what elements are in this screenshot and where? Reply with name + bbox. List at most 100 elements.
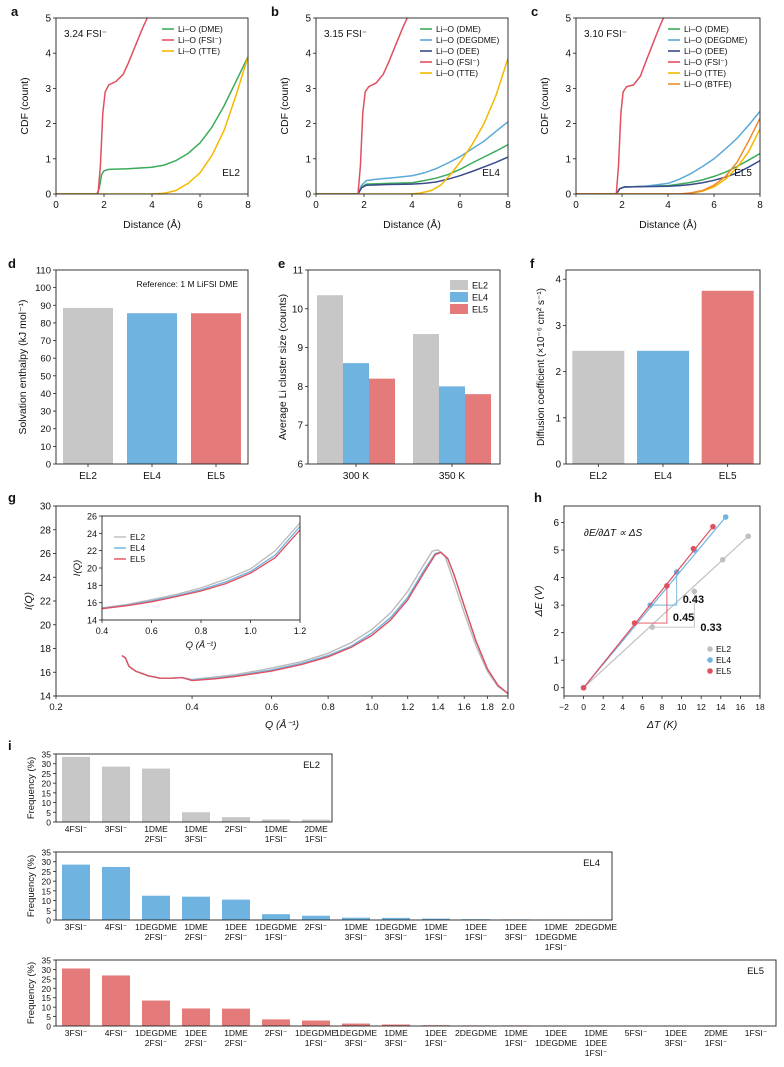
frequency-bar	[222, 817, 250, 822]
data-point-EL5	[580, 684, 587, 691]
cluster-category-label: 1DEE	[585, 1038, 608, 1048]
bar-d-ytick-label: 60	[40, 354, 51, 365]
cluster-category-label: 1FSI⁻	[425, 932, 448, 942]
data-point-EL4	[722, 514, 729, 520]
x-axis-title: ΔT (K)	[646, 719, 677, 731]
cluster-category-label: 4FSI⁻	[105, 1028, 128, 1038]
inset-ytick-label: 24	[87, 529, 97, 539]
scatter-h-xtick-label: −2	[559, 702, 569, 712]
freq-i3-ytick-label: 25	[42, 974, 52, 984]
panel-label-c: c	[531, 4, 538, 19]
frequency-bar	[182, 1008, 210, 1026]
scatter-g-ytick-label: 18	[40, 644, 52, 655]
cdf-line-b	[316, 156, 508, 194]
legend-label: Li–O (BTFE)	[684, 79, 732, 89]
slope-triangle-EL2	[652, 591, 695, 628]
legend-label: Li–O (DEGDME)	[436, 35, 499, 45]
legend-label: Li–O (FSI⁻)	[178, 35, 222, 45]
bar-f-EL2	[572, 350, 625, 464]
legend-marker	[707, 668, 713, 674]
freq-i3-ytick-label: 15	[42, 993, 52, 1003]
bar-d-ytick-label: 0	[46, 460, 51, 471]
x-axis-title: Distance (Å)	[123, 218, 181, 231]
sample-label-i2: EL4	[583, 858, 600, 869]
scatter-g-ytick-label: 16	[40, 668, 52, 679]
data-point-EL5	[710, 523, 716, 530]
cdf-b-ytick-label: 2	[305, 119, 311, 130]
cluster-category-label: 4FSI⁻	[105, 922, 128, 932]
legend-marker	[707, 657, 713, 663]
bar-e-ytick-label: 10	[292, 304, 304, 315]
scatter-h-xtick-label: 12	[696, 702, 706, 712]
plot-frame-e	[307, 269, 501, 465]
panel-label-d: d	[8, 256, 16, 271]
x-category-label: EL5	[207, 471, 225, 482]
inset-ytick-label: 16	[87, 598, 97, 608]
freq-i1-ytick-label: 30	[42, 759, 52, 769]
legend-label: Li–O (DEGDME)	[684, 35, 747, 45]
freq-i2-ytick-label: 30	[42, 857, 52, 867]
cdf-c-ytick-label: 3	[565, 84, 571, 95]
cluster-category-label: 2FSI⁻	[145, 1038, 168, 1048]
scatter-g-ytick-label: 22	[40, 597, 52, 608]
cluster-category-label: 1DME	[184, 922, 208, 932]
inset-xtick-label: 0.6	[145, 626, 158, 636]
scatter-h-xtick-label: 0	[581, 702, 586, 712]
panel-label-g: g	[8, 490, 16, 505]
plot-frame-i2	[55, 851, 613, 921]
x-axis-title: Q (Å⁻¹)	[265, 718, 299, 731]
annotation-c: 3.10 FSI⁻	[584, 29, 627, 40]
cluster-category-label: 1DME	[344, 922, 368, 932]
cluster-category-label: 1FSI⁻	[465, 932, 488, 942]
x-category-label: EL2	[79, 471, 97, 482]
scatter-h-xtick-label: 8	[660, 702, 665, 712]
legend-marker	[707, 646, 713, 652]
x-category-label: EL4	[654, 471, 672, 482]
cluster-category-label: 1DEGDME	[335, 1028, 377, 1038]
cluster-category-label: 1DME	[384, 1028, 408, 1038]
x-tick-label: 1.0	[365, 702, 378, 713]
x-tick-label: 2.0	[501, 702, 514, 713]
x-tick-label: 1.8	[481, 702, 494, 713]
freq-i3-ytick-label: 10	[42, 1003, 52, 1013]
cdf-line-a	[56, 56, 248, 194]
frequency-bar	[382, 917, 410, 920]
cluster-category-label: 2FSI⁻	[145, 932, 168, 942]
scatter-g-ytick-label: 14	[40, 692, 52, 703]
scatter-h-ytick-label: 0	[553, 683, 559, 694]
bar-e-EL5	[369, 378, 395, 464]
bar-d-ytick-label: 10	[40, 442, 51, 453]
cluster-category-label: 3FSI⁻	[385, 932, 408, 942]
cdf-line-b	[316, 121, 508, 194]
freq-i2-ytick-label: 25	[42, 867, 52, 877]
cluster-category-label: 2FSI⁻	[225, 824, 248, 834]
scatter-g-ytick-label: 26	[40, 549, 52, 560]
cluster-category-label: 3FSI⁻	[345, 1038, 368, 1048]
scatter-h-ytick-label: 6	[553, 518, 559, 529]
scatter-h-xtick-label: 10	[677, 702, 687, 712]
cluster-category-label: 1DEE	[665, 1028, 688, 1038]
sample-label-i3: EL5	[747, 966, 764, 977]
legend-label: Li–O (FSI⁻)	[684, 57, 728, 67]
slope-triangle-EL5	[634, 585, 668, 624]
data-point-EL2	[691, 588, 698, 595]
slope-label-EL5: 0.45	[673, 612, 694, 624]
cluster-category-label: 1DME	[544, 922, 568, 932]
cdf-b-ytick-label: 5	[305, 14, 311, 25]
legend-label: EL5	[472, 305, 488, 315]
frequency-bar	[342, 1023, 370, 1026]
bar-d-ytick-label: 110	[36, 266, 51, 277]
cluster-category-label: 4FSI⁻	[65, 824, 88, 834]
freq-i3-ytick-label: 35	[42, 956, 52, 966]
inset-xtick-label: 0.8	[195, 626, 208, 636]
cdf-a-xtick-label: 2	[101, 200, 107, 211]
cluster-category-label: 3FSI⁻	[385, 1038, 408, 1048]
panel-label-b: b	[271, 4, 279, 19]
freq-i2-ytick-label: 10	[42, 896, 52, 906]
legend-label: EL4	[716, 655, 731, 665]
y-axis-title: ΔE (V)	[533, 586, 545, 618]
inset-xtick-label: 0.4	[96, 626, 109, 636]
frequency-bar	[182, 896, 210, 920]
legend-label: Li–O (DEE)	[436, 46, 480, 56]
cluster-category-label: 1DME	[144, 824, 168, 834]
